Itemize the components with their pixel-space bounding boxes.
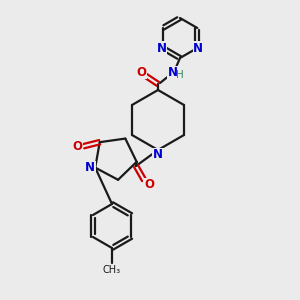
Text: H: H: [176, 70, 184, 80]
Text: N: N: [85, 161, 95, 174]
Text: N: N: [193, 41, 203, 55]
Text: CH₃: CH₃: [103, 265, 121, 275]
Text: O: O: [144, 178, 154, 191]
Text: N: N: [153, 148, 163, 161]
Text: O: O: [73, 140, 83, 153]
Text: O: O: [136, 65, 146, 79]
Text: N: N: [168, 67, 178, 80]
Text: N: N: [157, 41, 167, 55]
